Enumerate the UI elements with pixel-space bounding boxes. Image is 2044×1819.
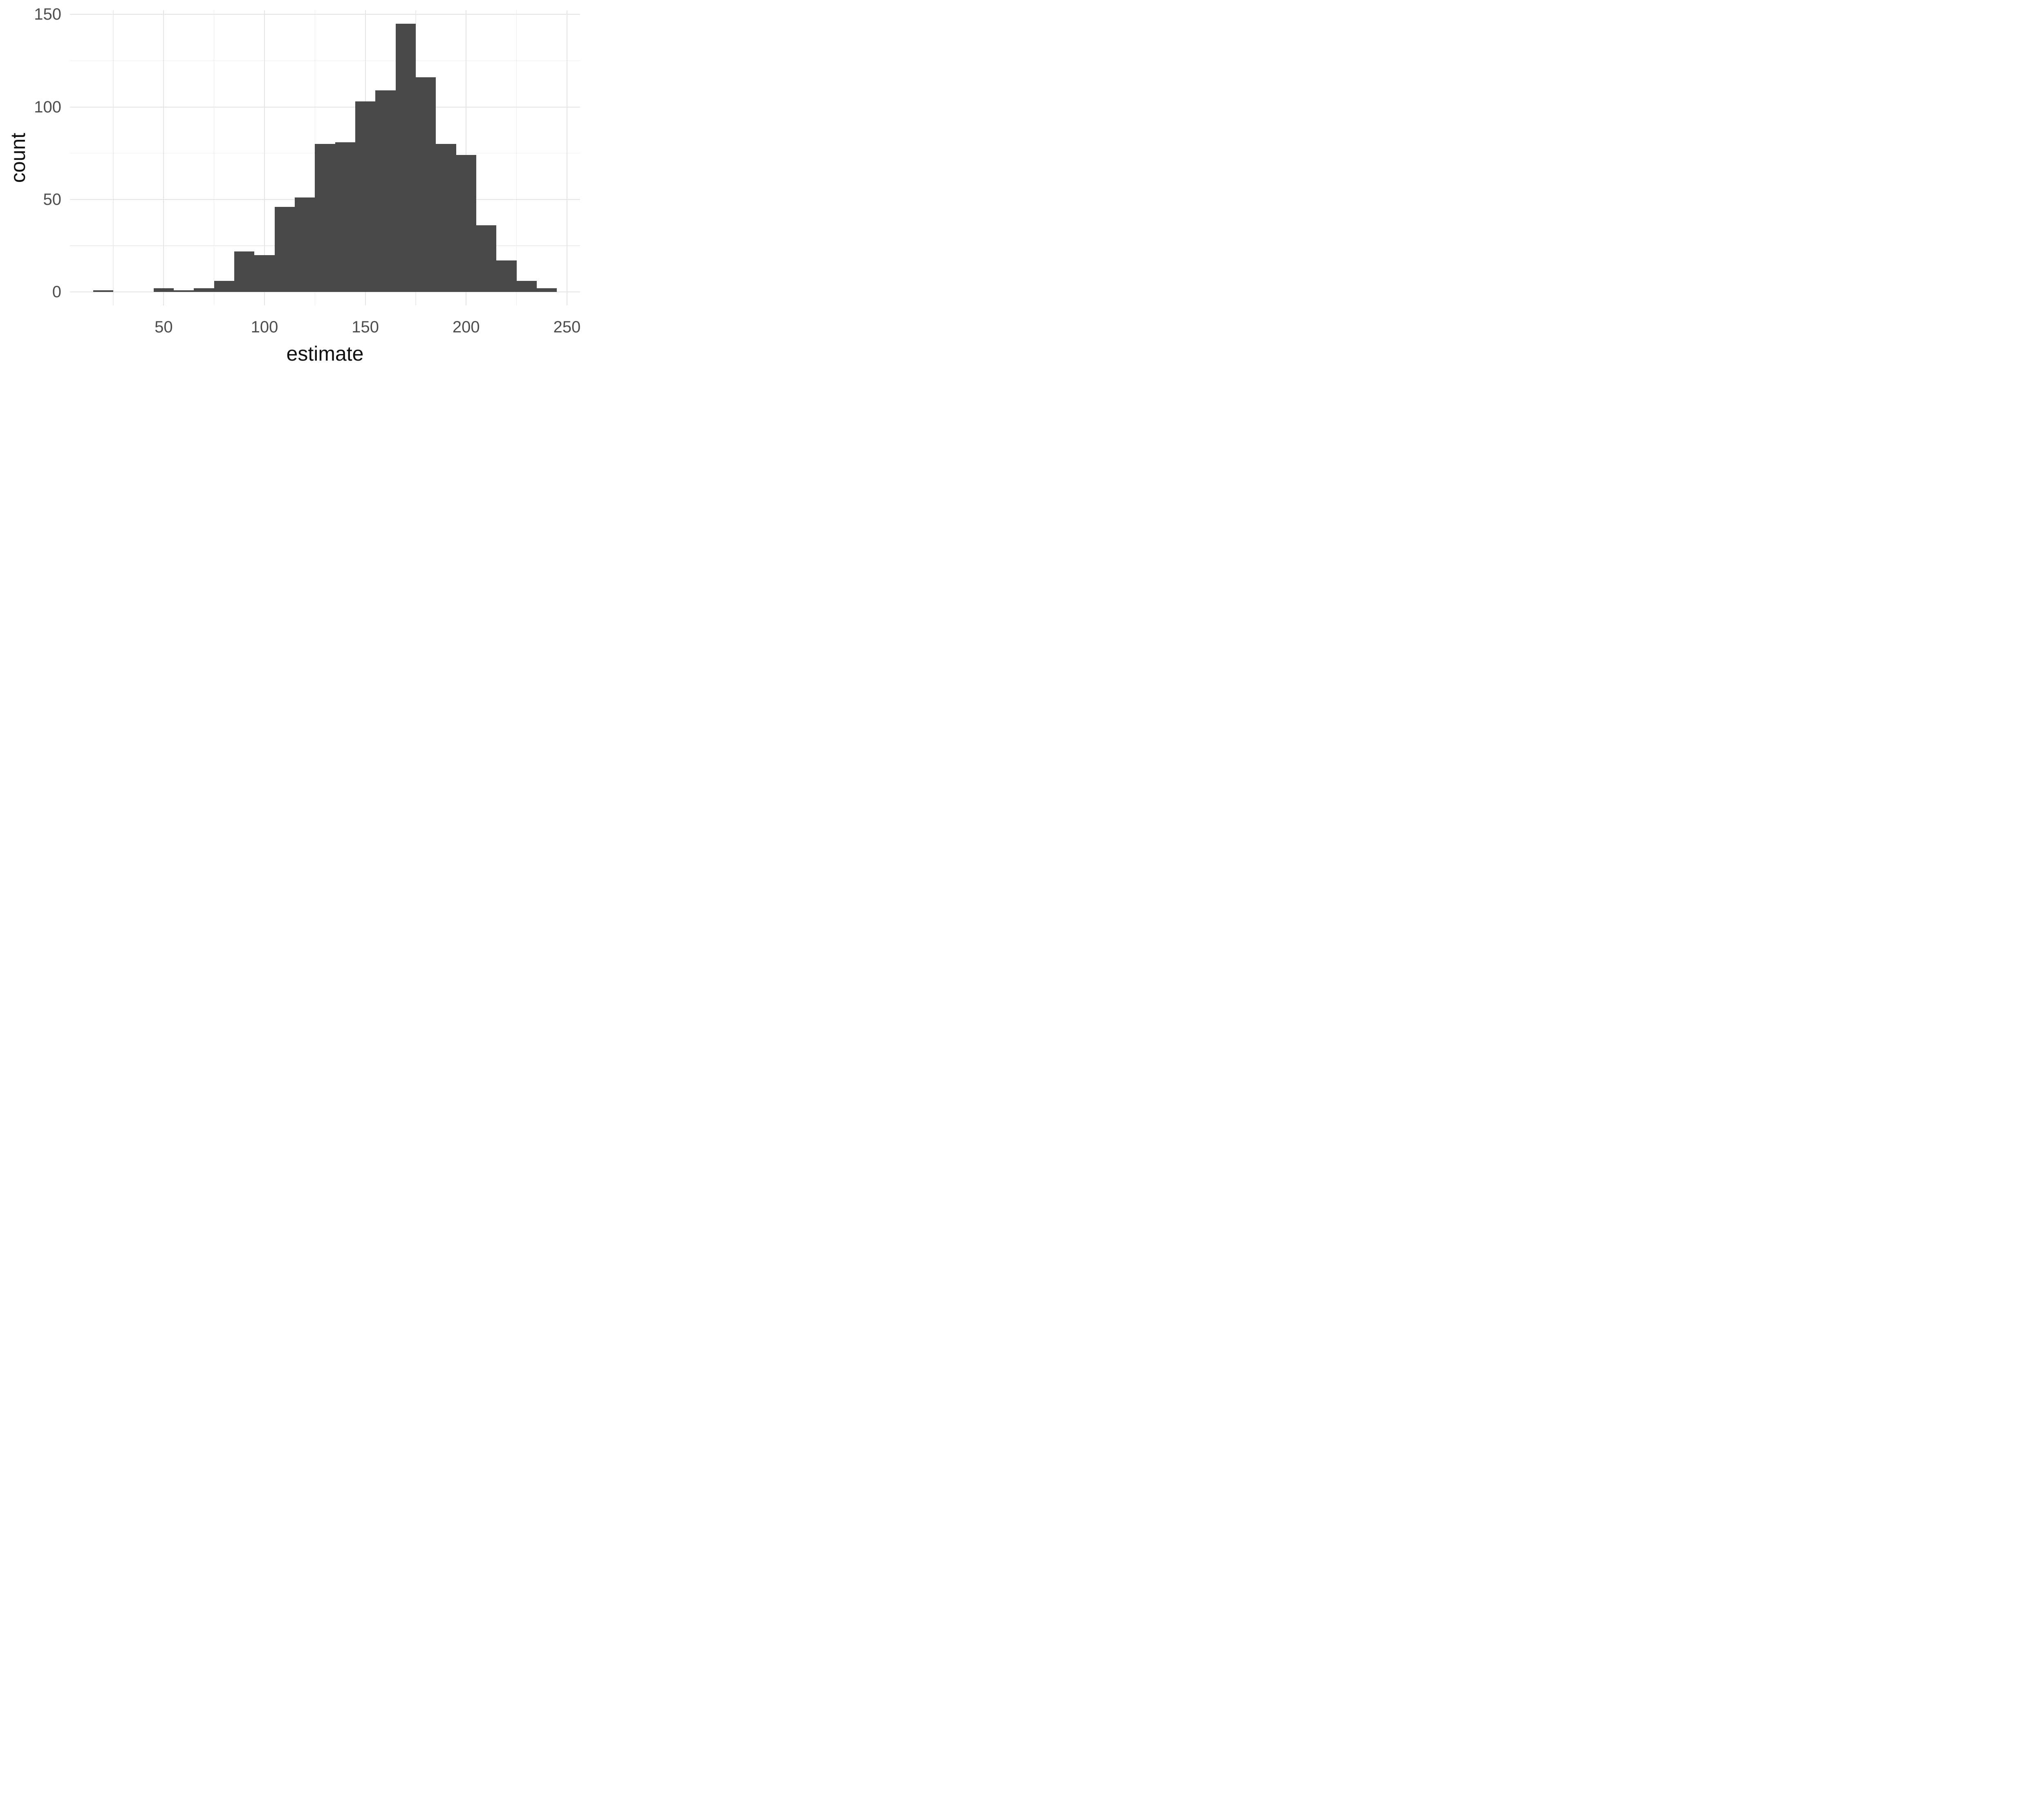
- x-major-gridline: [163, 10, 164, 305]
- x-axis-title: estimate: [286, 342, 364, 364]
- histogram-bar: [476, 225, 497, 292]
- x-major-gridline: [264, 10, 265, 305]
- y-tick-label: 150: [34, 5, 61, 24]
- x-tick-label: 200: [452, 318, 480, 336]
- histogram-figure: count 0 50 100 150 50 100 150 200 250 estimate: [0, 0, 589, 364]
- histogram-bar: [194, 288, 214, 292]
- histogram-bar: [315, 144, 335, 292]
- histogram-bar: [436, 144, 456, 292]
- histogram-bar: [214, 281, 234, 292]
- y-tick-label: 100: [34, 98, 61, 116]
- x-tick-label: 100: [251, 318, 278, 336]
- histogram-bar: [274, 206, 295, 292]
- histogram-bar: [456, 155, 476, 292]
- histogram-bar: [496, 260, 517, 292]
- x-minor-gridline: [516, 10, 517, 305]
- histogram-bar: [174, 290, 194, 292]
- y-major-gridline: [70, 106, 580, 108]
- x-tick-label: 250: [553, 318, 581, 336]
- y-tick-label: 0: [52, 283, 61, 301]
- histogram-bar: [93, 290, 114, 292]
- x-minor-gridline: [415, 10, 416, 305]
- histogram-bar: [153, 288, 174, 292]
- histogram-bar: [355, 101, 376, 292]
- histogram-bar: [395, 23, 416, 292]
- histogram-bar: [234, 251, 255, 292]
- histogram-bar: [536, 288, 557, 292]
- plot-panel: [70, 10, 580, 305]
- histogram-bar: [254, 255, 275, 292]
- histogram-bar: [375, 90, 396, 292]
- histogram-bar: [516, 281, 537, 292]
- histogram-bar: [295, 197, 315, 292]
- y-axis-title: count: [7, 132, 29, 183]
- x-tick-label: 50: [155, 318, 173, 336]
- y-major-gridline: [70, 14, 580, 15]
- y-tick-label: 50: [43, 190, 62, 209]
- histogram-bar: [335, 142, 355, 292]
- x-tick-label: 150: [352, 318, 379, 336]
- histogram-bar: [415, 77, 436, 292]
